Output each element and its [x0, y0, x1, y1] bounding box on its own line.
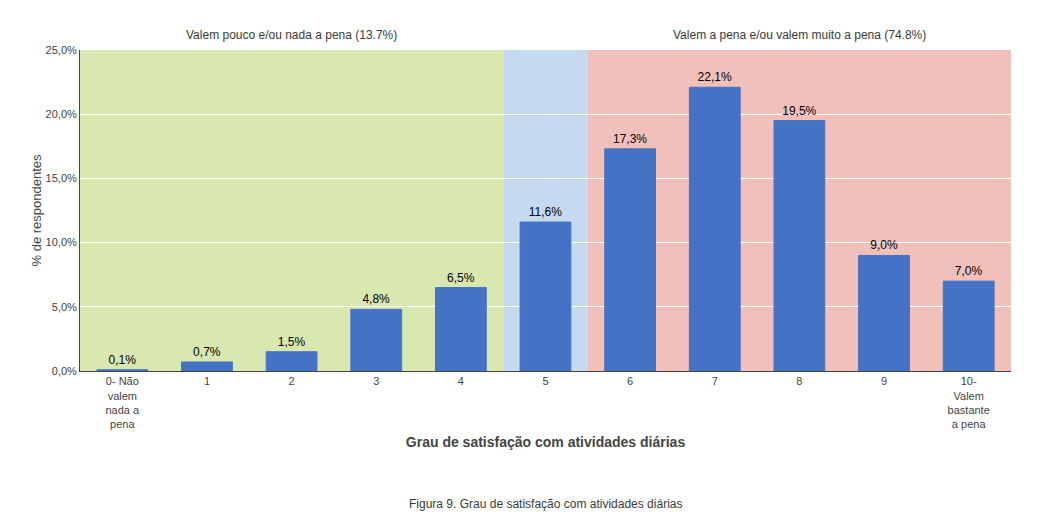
svg-text:7,0%: 7,0%: [955, 264, 983, 278]
svg-text:5,0%: 5,0%: [52, 301, 77, 313]
svg-text:0- Nãovalemnada apena: 0- Nãovalemnada apena: [105, 375, 140, 430]
svg-text:Valem a pena e/ou valem muito: Valem a pena e/ou valem muito a pena (74…: [673, 28, 926, 42]
svg-text:8: 8: [796, 375, 802, 387]
svg-text:1: 1: [204, 375, 210, 387]
svg-text:17,3%: 17,3%: [613, 132, 647, 146]
svg-text:3: 3: [373, 375, 379, 387]
svg-text:9: 9: [881, 375, 887, 387]
svg-text:0,7%: 0,7%: [193, 345, 221, 359]
svg-text:2: 2: [289, 375, 295, 387]
svg-text:% de respondentes: % de respondentes: [29, 154, 44, 267]
svg-text:Figura 9. Grau de satisfação c: Figura 9. Grau de satisfação com ativida…: [409, 497, 682, 511]
svg-text:22,1%: 22,1%: [698, 70, 732, 84]
svg-text:19,5%: 19,5%: [782, 104, 816, 118]
svg-text:6: 6: [627, 375, 633, 387]
svg-text:5: 5: [542, 375, 548, 387]
svg-text:0,0%: 0,0%: [52, 365, 77, 377]
svg-text:11,6%: 11,6%: [529, 205, 562, 219]
svg-text:15,0%: 15,0%: [46, 172, 77, 184]
svg-text:4,8%: 4,8%: [362, 292, 390, 306]
svg-text:Grau de satisfação com ativida: Grau de satisfação com atividades diária…: [406, 434, 686, 450]
svg-text:Valem pouco e/ou nada a pena (: Valem pouco e/ou nada a pena (13.7%): [186, 28, 397, 42]
svg-text:25,0%: 25,0%: [46, 44, 77, 56]
svg-text:10-Valembastantea pena: 10-Valembastantea pena: [948, 375, 990, 430]
svg-text:4: 4: [458, 375, 464, 387]
svg-text:7: 7: [712, 375, 718, 387]
svg-text:9,0%: 9,0%: [870, 238, 898, 252]
svg-text:20,0%: 20,0%: [46, 108, 77, 120]
svg-text:10,0%: 10,0%: [46, 236, 77, 248]
svg-text:6,5%: 6,5%: [447, 271, 475, 285]
svg-text:0,1%: 0,1%: [108, 353, 136, 367]
svg-text:1,5%: 1,5%: [278, 335, 306, 349]
